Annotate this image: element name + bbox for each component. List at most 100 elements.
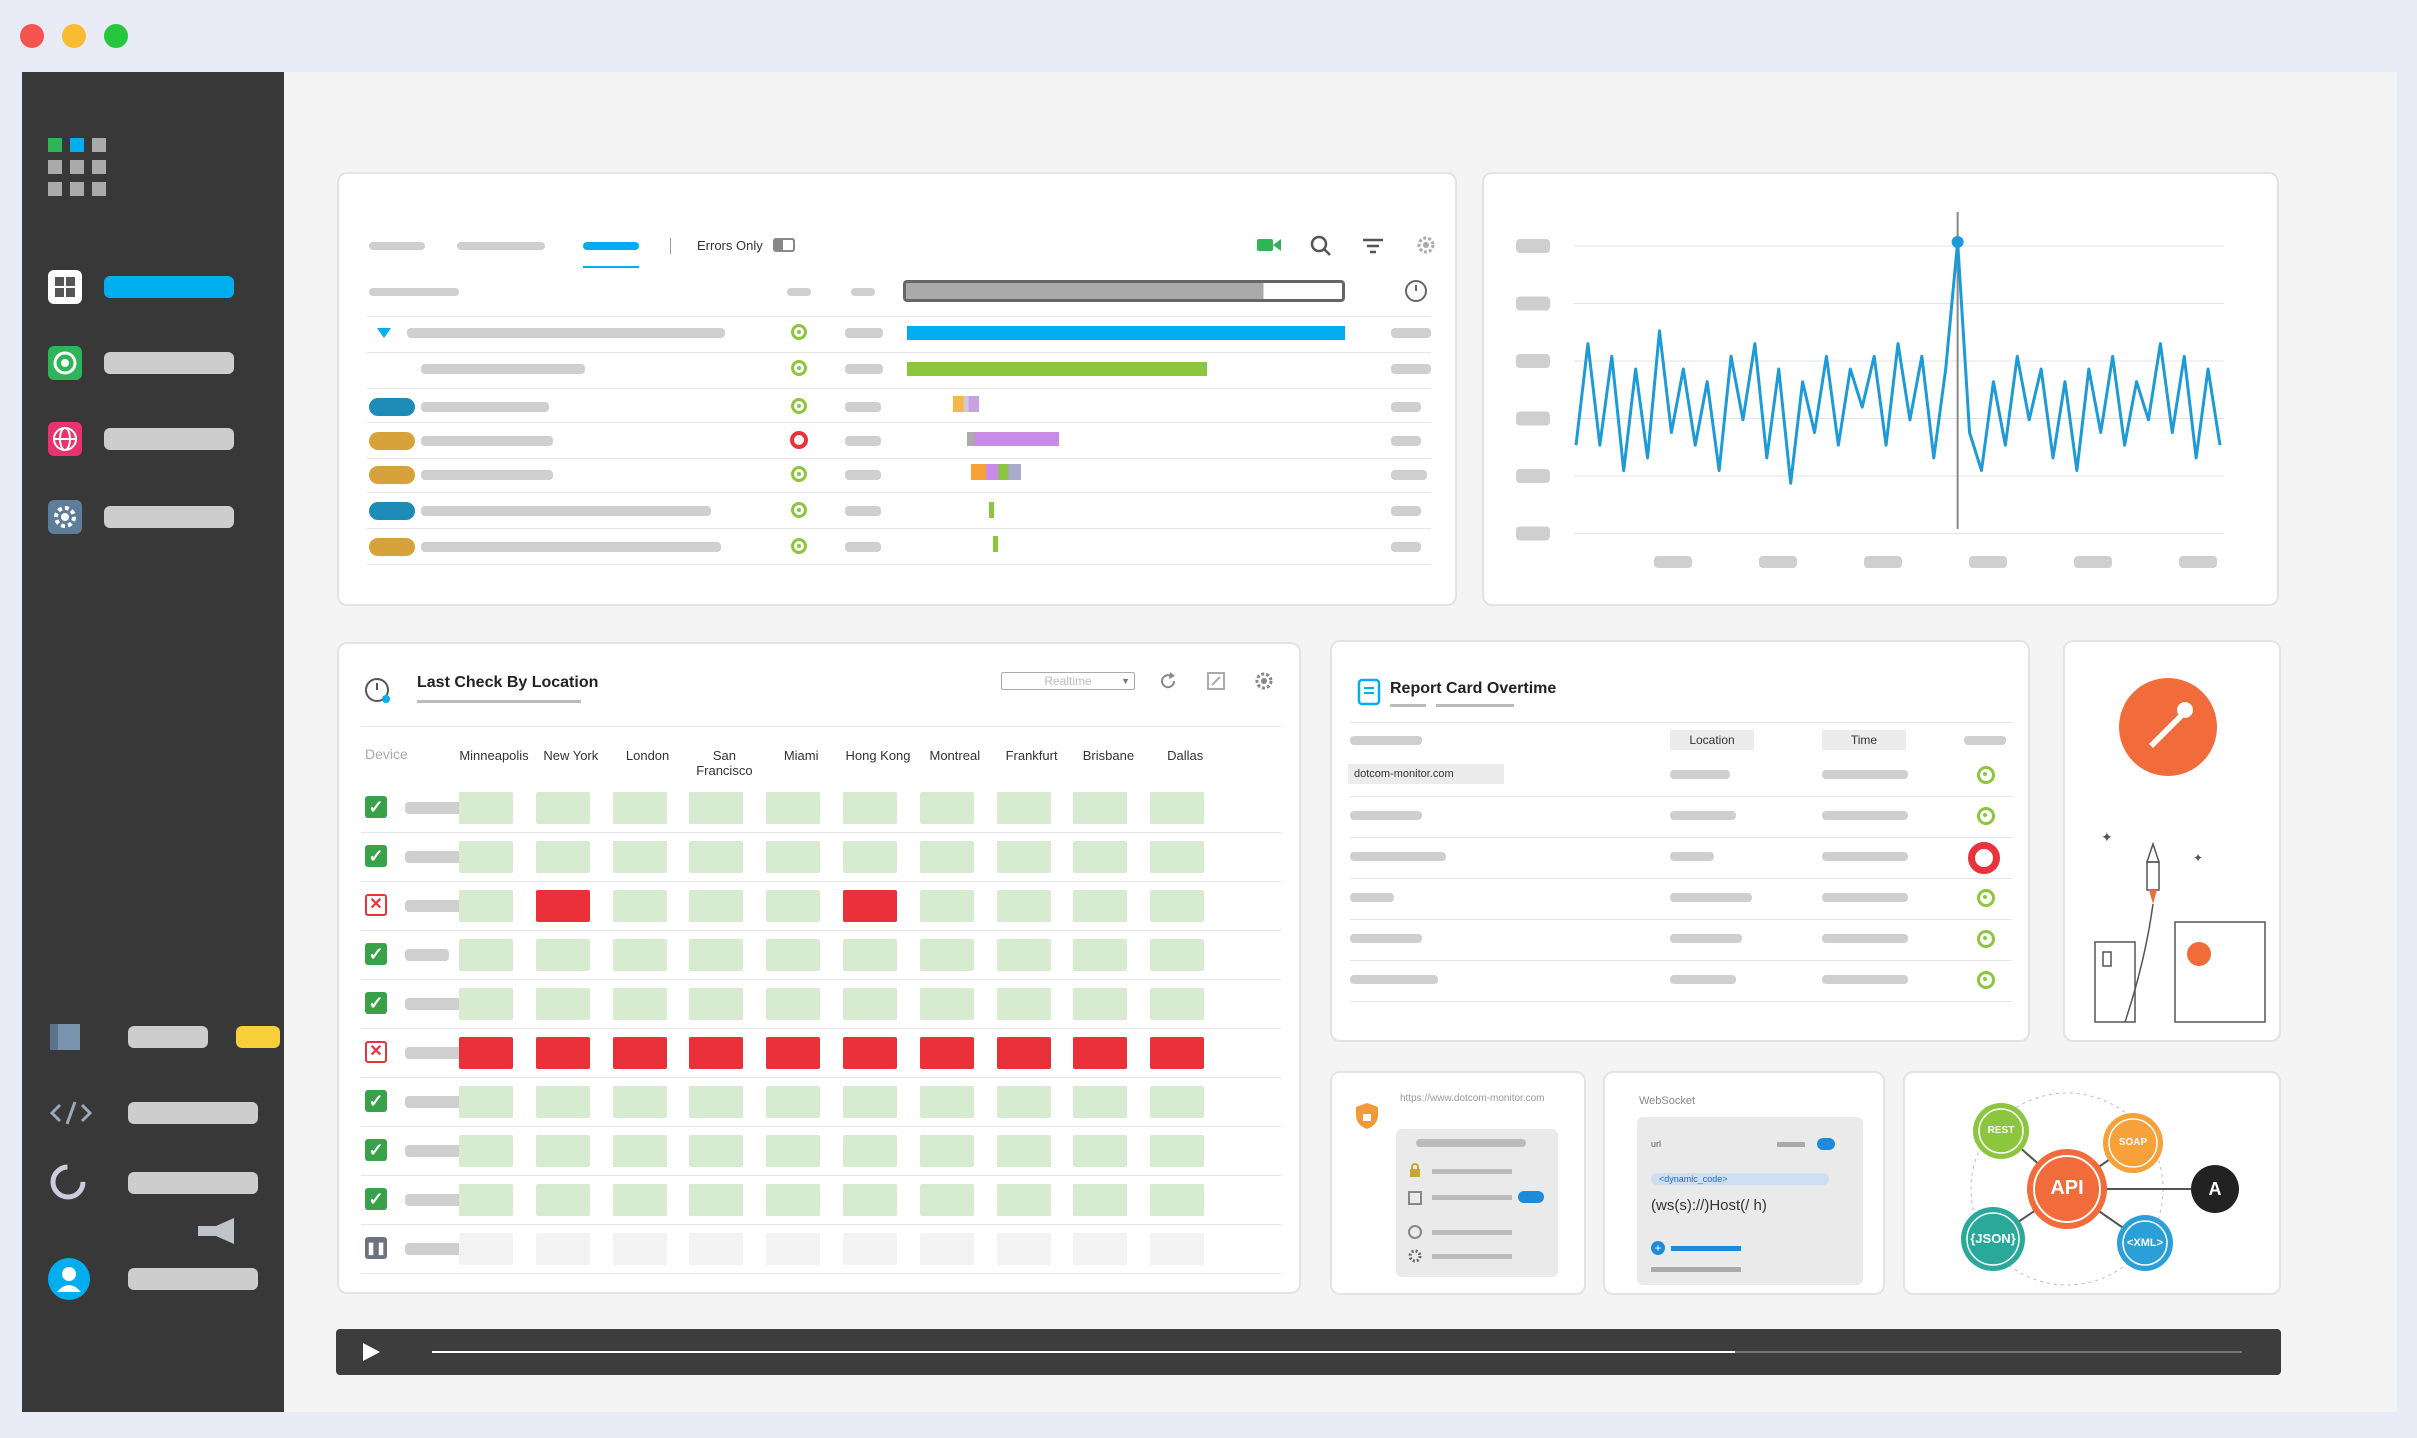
location-cell[interactable] (996, 1086, 1051, 1118)
location-cell[interactable] (535, 1184, 590, 1216)
location-cell[interactable] (459, 1233, 513, 1265)
location-cell[interactable] (996, 988, 1051, 1020)
location-cell[interactable] (766, 1135, 821, 1167)
location-cell-error[interactable] (766, 1037, 821, 1069)
app-grid-icon[interactable] (48, 138, 108, 198)
search-icon[interactable] (1309, 234, 1333, 258)
timeline-scrubber[interactable] (903, 280, 1345, 302)
location-cell[interactable] (996, 1233, 1051, 1265)
location-cell[interactable] (535, 1086, 590, 1118)
location-cell-error[interactable] (535, 1037, 590, 1069)
check-icon[interactable]: ✓ (365, 943, 387, 965)
location-cell[interactable] (1150, 841, 1205, 873)
location-cell[interactable] (535, 939, 590, 971)
pause-icon[interactable]: ❚❚ (365, 1237, 387, 1259)
gear-icon[interactable] (1253, 670, 1275, 692)
location-cell[interactable] (459, 1086, 513, 1118)
location-cell[interactable] (843, 792, 897, 824)
location-cell[interactable] (689, 1233, 744, 1265)
toggle-switch[interactable] (1518, 1191, 1544, 1203)
tab-1[interactable] (369, 242, 425, 250)
check-icon[interactable]: ✓ (365, 1139, 387, 1161)
location-cell[interactable] (535, 1135, 590, 1167)
location-cell-error[interactable] (1150, 1037, 1205, 1069)
expand-icon[interactable] (1205, 670, 1227, 692)
clock-icon[interactable] (1403, 278, 1429, 304)
location-cell[interactable] (612, 1233, 667, 1265)
location-cell[interactable] (996, 1184, 1051, 1216)
location-cell[interactable] (919, 890, 974, 922)
errors-only-toggle[interactable] (773, 238, 795, 252)
location-cell[interactable] (843, 939, 897, 971)
location-cell[interactable] (1073, 890, 1128, 922)
location-cell-error[interactable] (919, 1037, 974, 1069)
location-cell[interactable] (459, 1184, 513, 1216)
tab-active[interactable] (583, 242, 639, 250)
location-cell[interactable] (766, 1086, 821, 1118)
location-cell[interactable] (843, 988, 897, 1020)
location-cell[interactable] (612, 1135, 667, 1167)
location-cell[interactable] (1073, 1233, 1128, 1265)
location-cell[interactable] (1073, 841, 1128, 873)
check-icon[interactable]: ✓ (365, 1090, 387, 1112)
location-cell[interactable] (766, 988, 821, 1020)
toggle-switch[interactable] (1817, 1138, 1835, 1150)
location-cell[interactable] (766, 792, 821, 824)
location-cell[interactable] (1150, 890, 1205, 922)
location-cell[interactable] (919, 1135, 974, 1167)
megaphone-icon[interactable] (194, 1216, 236, 1246)
location-cell[interactable] (1150, 1086, 1205, 1118)
sidebar-item-api[interactable] (48, 1096, 258, 1130)
location-cell[interactable] (766, 1233, 821, 1265)
location-cell[interactable] (459, 792, 513, 824)
location-cell[interactable] (843, 1086, 897, 1118)
location-cell[interactable] (612, 1184, 667, 1216)
location-cell[interactable] (612, 939, 667, 971)
location-cell[interactable] (1150, 792, 1205, 824)
video-icon[interactable] (1255, 234, 1283, 256)
location-cell[interactable] (1150, 1233, 1205, 1265)
location-cell[interactable] (766, 890, 821, 922)
location-cell[interactable] (689, 939, 744, 971)
location-cell[interactable] (535, 841, 590, 873)
location-cell[interactable] (689, 988, 744, 1020)
location-cell[interactable] (766, 939, 821, 971)
location-cell[interactable] (919, 1233, 974, 1265)
location-cell[interactable] (766, 841, 821, 873)
location-cell[interactable] (459, 1135, 513, 1167)
location-cell-error[interactable] (996, 1037, 1051, 1069)
location-cell[interactable] (1073, 1135, 1128, 1167)
sidebar-item-docs[interactable] (48, 1020, 280, 1054)
check-icon[interactable]: ✓ (365, 796, 387, 818)
error-x-icon[interactable]: ✕ (365, 1041, 387, 1063)
location-cell[interactable] (919, 988, 974, 1020)
location-cell[interactable] (459, 988, 513, 1020)
expand-triangle-icon[interactable] (377, 326, 391, 340)
close-window-button[interactable] (20, 24, 44, 48)
location-cell[interactable] (1150, 988, 1205, 1020)
sidebar-item-account[interactable] (48, 1258, 258, 1300)
location-cell[interactable] (612, 890, 667, 922)
location-cell[interactable] (996, 1135, 1051, 1167)
filter-icon[interactable] (1361, 236, 1385, 256)
location-cell-error[interactable] (1073, 1037, 1128, 1069)
add-icon[interactable]: + (1651, 1241, 1665, 1255)
location-cell[interactable] (1150, 939, 1205, 971)
tab-2[interactable] (457, 242, 545, 250)
location-cell[interactable] (843, 841, 897, 873)
check-icon[interactable]: ✓ (365, 845, 387, 867)
minimize-window-button[interactable] (62, 24, 86, 48)
sidebar-item-settings[interactable] (48, 500, 258, 534)
settings-icon[interactable] (1415, 234, 1437, 256)
error-x-icon[interactable]: ✕ (365, 894, 387, 916)
location-cell[interactable] (1073, 1086, 1128, 1118)
location-cell[interactable] (689, 1086, 744, 1118)
location-cell[interactable] (612, 1086, 667, 1118)
location-cell[interactable] (843, 1233, 897, 1265)
location-cell[interactable] (996, 890, 1051, 922)
location-cell-error[interactable] (843, 890, 897, 922)
location-cell[interactable] (535, 792, 590, 824)
location-cell[interactable] (612, 841, 667, 873)
location-cell[interactable] (1073, 792, 1128, 824)
location-cell[interactable] (919, 939, 974, 971)
